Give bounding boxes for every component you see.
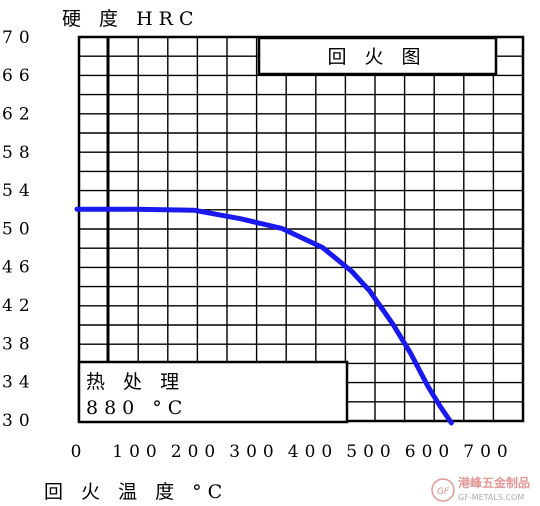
y-tick-label: 66 bbox=[2, 66, 36, 86]
annotation-box bbox=[77, 360, 349, 424]
x-tick-label: 100 bbox=[112, 442, 162, 462]
y-tick-label: 34 bbox=[2, 373, 36, 393]
x-tick-label: 200 bbox=[171, 442, 221, 462]
x-tick-label: 600 bbox=[405, 442, 455, 462]
y-tick-label: 30 bbox=[2, 411, 36, 431]
chart-title: 回 火 图 bbox=[327, 46, 426, 68]
y-tick-label: 70 bbox=[2, 28, 36, 48]
y-tick-label: 58 bbox=[2, 143, 36, 163]
watermark-logo-icon bbox=[431, 478, 455, 502]
annotation-line2: 880 °C bbox=[86, 397, 188, 419]
series-line bbox=[74, 206, 454, 426]
title-box bbox=[257, 36, 498, 76]
watermark-logo-text: GF bbox=[437, 487, 450, 497]
x-tick-labels: 0 100 200 300 400 500 600 700 bbox=[71, 442, 513, 462]
x-tick-label: 700 bbox=[463, 442, 513, 462]
watermark: GF 港峰五金制品 GF-METALS.COM bbox=[431, 475, 530, 502]
y-tick-label: 50 bbox=[2, 219, 36, 239]
y-axis-label: 硬 度 HRC bbox=[62, 8, 200, 30]
x-tick-label: 500 bbox=[346, 442, 396, 462]
series-group bbox=[74, 206, 454, 426]
x-tick-label: 0 bbox=[71, 442, 88, 462]
x-tick-label: 400 bbox=[288, 442, 338, 462]
y-tick-label: 46 bbox=[2, 258, 36, 278]
x-tick-label: 300 bbox=[229, 442, 279, 462]
y-tick-label: 42 bbox=[2, 296, 36, 316]
watermark-url: GF-METALS.COM bbox=[458, 493, 524, 502]
watermark-brand: 港峰五金制品 bbox=[458, 475, 530, 490]
x-axis-label: 回 火 温 度 °C bbox=[44, 481, 228, 503]
annotation-line1: 热 处 理 bbox=[86, 371, 185, 393]
y-tick-labels: 70 66 62 58 54 50 46 42 38 34 30 bbox=[2, 28, 36, 431]
y-tick-label: 38 bbox=[2, 334, 36, 354]
y-tick-label: 62 bbox=[2, 104, 36, 124]
y-tick-label: 54 bbox=[2, 181, 36, 201]
